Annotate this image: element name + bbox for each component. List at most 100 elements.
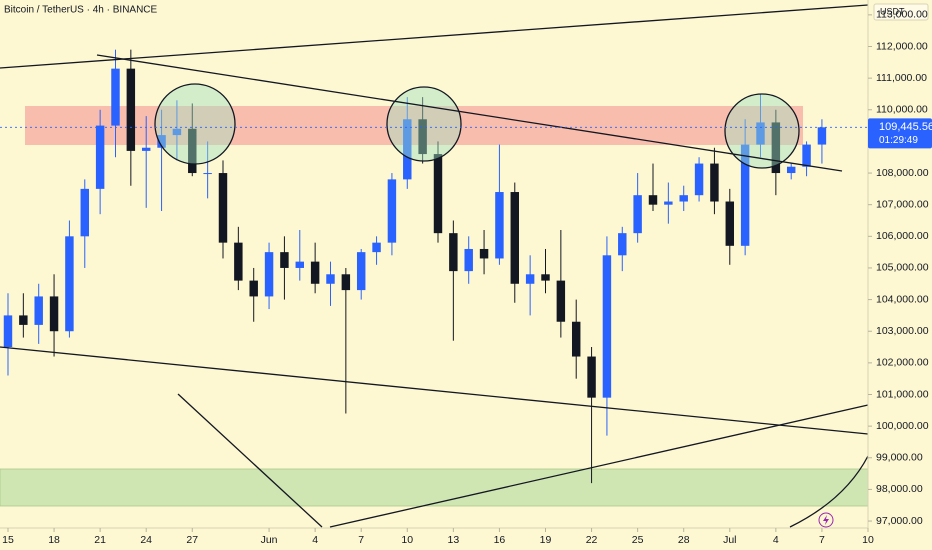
y-tick-label: 98,000.00 [876,483,923,495]
candle-body [280,252,289,268]
lightning-bolt [823,515,829,525]
countdown: 01:29:49 [879,135,918,146]
y-tick-label: 110,000.00 [876,104,928,116]
x-tick-label: 7 [819,534,825,546]
highlight-circle [386,86,462,162]
candle-body [771,122,781,174]
candle-body [495,192,504,259]
candle-body [433,154,443,234]
candle-body [111,68,120,126]
candle-body [3,315,13,348]
last-price-tag [868,118,932,149]
candle-body [602,255,612,398]
candle-body [264,252,274,297]
trend-line [0,346,869,435]
x-tick-label: 10 [401,534,413,546]
x-tick-label: 10 [862,534,874,546]
candle-body [648,195,658,205]
candle-body [341,274,351,291]
candle-body [80,188,89,237]
candle-body [633,195,642,234]
candle-body [403,119,412,180]
y-tick-label: 97,000.00 [876,515,923,527]
y-tick-label: 105,000.00 [876,262,929,274]
candle-body [664,201,673,205]
y-tick-label: 103,000.00 [876,325,929,337]
candle-body [34,296,43,325]
candle-body [679,195,688,202]
y-tick-label: 99,000.00 [876,452,923,464]
x-tick-label: 15 [2,534,14,546]
chart-title: Bitcoin / TetherUS · 4h · BINANCE [4,5,158,16]
candle-body [372,242,381,253]
x-tick-label: 4 [312,534,318,546]
candles [3,49,827,484]
candle-body [141,147,151,151]
x-tick-label: 13 [448,534,460,546]
candle-body [464,248,473,272]
x-tick-label: 22 [586,534,598,546]
highlight-circle [724,93,800,169]
candle-body [618,233,627,256]
candle-body [587,356,596,398]
currency-box [873,3,929,21]
y-tick-label: 104,000.00 [876,293,929,305]
x-tick-label: Jun [261,534,278,546]
candle-body [387,179,397,243]
x-tick-label: 28 [678,534,690,546]
candle-body [802,144,811,167]
y-tick-label: 102,000.00 [876,357,929,369]
candle-body [694,163,704,196]
trend-line [0,4,869,69]
candle-body [126,68,136,151]
y-tick-label: 111,000.00 [876,72,927,84]
x-tick-label: 7 [358,534,364,546]
trend-line [96,54,843,172]
candle-body [157,135,166,148]
lightning-icon[interactable] [818,512,834,528]
currency: USDT [880,6,905,16]
candle-body [479,248,489,259]
candle-body [218,173,228,243]
y-tick-label: 112,000.00 [876,40,928,52]
y-tick-label: 101,000.00 [876,388,929,400]
x-tick-label: 19 [540,534,552,546]
drawings [0,4,869,528]
x-tick-label: 24 [140,534,152,546]
x-tick-label: 21 [94,534,106,546]
candle-body [188,128,197,174]
circles [154,83,800,169]
candle-body [295,261,304,268]
y-tick-label: 100,000.00 [876,420,929,432]
candle-body [249,280,258,297]
candle-body [356,252,366,291]
last-price-label: 109,445.56 [879,121,932,133]
candle-body [541,274,550,281]
x-tick-label: 18 [48,534,60,546]
highlight-circle [154,83,236,165]
y-tick-label: 113,000.00 [876,9,928,21]
support-zone [0,468,869,507]
candle-body [310,261,320,284]
arc [177,393,323,528]
candle-body [725,201,735,246]
candle-body [326,274,335,284]
candle-body [571,321,581,357]
price-axis [868,0,932,550]
y-tick-label: 106,000.00 [876,230,929,242]
arc [789,455,869,528]
x-tick-label: 27 [186,534,198,546]
x-tick-label: Jul [723,534,736,546]
y-tick-label: 108,000.00 [876,167,929,179]
candle-body [234,242,243,281]
y-tick-label: 107,000.00 [876,198,929,210]
candle-body [510,192,520,284]
candle-body [740,144,750,246]
candle-body [418,119,427,155]
candle-body [710,163,719,202]
x-tick-label: 16 [494,534,506,546]
candle-body [172,128,182,136]
